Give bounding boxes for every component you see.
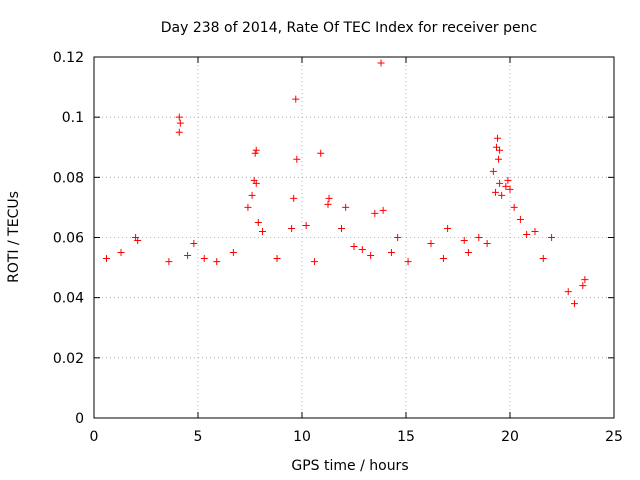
- data-point: [510, 203, 518, 211]
- data-point: [134, 237, 142, 245]
- data-point: [302, 221, 310, 229]
- data-point: [491, 188, 499, 196]
- y-tick-label: 0.12: [53, 50, 84, 66]
- data-point: [516, 215, 524, 223]
- data-point: [248, 191, 256, 199]
- data-point: [495, 155, 503, 163]
- data-point: [539, 255, 547, 263]
- y-tick-label: 0.02: [53, 351, 84, 367]
- data-point: [229, 249, 237, 257]
- y-tick-label: 0.06: [53, 231, 84, 247]
- data-point: [494, 134, 502, 142]
- data-point: [290, 194, 298, 202]
- data-point: [288, 224, 296, 232]
- data-point: [427, 240, 435, 248]
- data-point: [460, 237, 468, 245]
- data-point: [190, 240, 198, 248]
- data-point: [338, 224, 346, 232]
- data-point: [579, 282, 587, 290]
- x-tick-label: 0: [90, 429, 99, 445]
- y-tick-label: 0: [75, 411, 84, 427]
- y-tick-label: 0.04: [53, 291, 84, 307]
- y-axis-label: ROTI / TECUs: [6, 191, 22, 283]
- data-point: [531, 227, 539, 235]
- data-point: [165, 258, 173, 266]
- data-point: [394, 234, 402, 241]
- data-point: [464, 249, 472, 257]
- data-point: [350, 243, 358, 251]
- data-point: [483, 240, 491, 248]
- data-point: [184, 252, 192, 260]
- x-tick-label: 25: [605, 429, 623, 445]
- data-point: [325, 194, 333, 202]
- data-point: [371, 209, 379, 217]
- grid-lines: [94, 57, 614, 418]
- data-point: [213, 258, 221, 266]
- data-point: [492, 143, 500, 151]
- data-point: [498, 191, 506, 199]
- axis-ticks: 0 5 10 15 20 25 0 0.02 0.04 0.06 0.08 0.1 0.12: [53, 50, 623, 445]
- data-point: [175, 128, 183, 136]
- data-point: [273, 255, 281, 263]
- data-point: [377, 59, 385, 67]
- data-point: [475, 234, 483, 241]
- data-point: [102, 255, 110, 263]
- y-tick-label: 0.1: [62, 110, 84, 126]
- data-point: [244, 203, 252, 211]
- data-point: [506, 185, 514, 193]
- data-point: [496, 146, 504, 154]
- x-tick-label: 20: [501, 429, 519, 445]
- data-point: [504, 176, 512, 184]
- data-point: [254, 218, 262, 226]
- data-point: [324, 200, 332, 208]
- data-point: [310, 258, 318, 266]
- data-point: [489, 167, 497, 175]
- data-point: [317, 149, 325, 157]
- data-point: [176, 119, 184, 127]
- data-point: [292, 95, 300, 103]
- data-point: [117, 249, 125, 257]
- data-point: [444, 224, 452, 232]
- data-point: [252, 179, 260, 187]
- data-point: [175, 113, 183, 121]
- chart-title: Day 238 of 2014, Rate Of TEC Index for r…: [161, 20, 537, 36]
- x-tick-label: 10: [293, 429, 311, 445]
- x-tick-label: 15: [397, 429, 415, 445]
- data-point: [548, 234, 556, 241]
- data-point: [523, 230, 531, 238]
- data-point: [358, 246, 366, 254]
- data-point: [570, 300, 578, 308]
- data-point: [293, 155, 301, 163]
- data-point: [379, 206, 387, 214]
- data-point: [258, 227, 266, 235]
- data-point: [404, 258, 412, 266]
- data-point: [502, 182, 510, 190]
- x-tick-label: 5: [194, 429, 203, 445]
- data-points: [102, 59, 589, 308]
- data-point: [251, 149, 259, 157]
- data-point: [439, 255, 447, 263]
- data-point: [342, 203, 350, 211]
- data-point: [252, 146, 260, 154]
- data-point: [367, 252, 375, 260]
- data-point: [581, 276, 589, 284]
- data-point: [564, 288, 572, 296]
- y-tick-label: 0.08: [53, 170, 84, 186]
- x-axis-label: GPS time / hours: [291, 458, 408, 474]
- data-point: [200, 255, 208, 263]
- data-point: [387, 249, 395, 257]
- data-point: [496, 179, 504, 187]
